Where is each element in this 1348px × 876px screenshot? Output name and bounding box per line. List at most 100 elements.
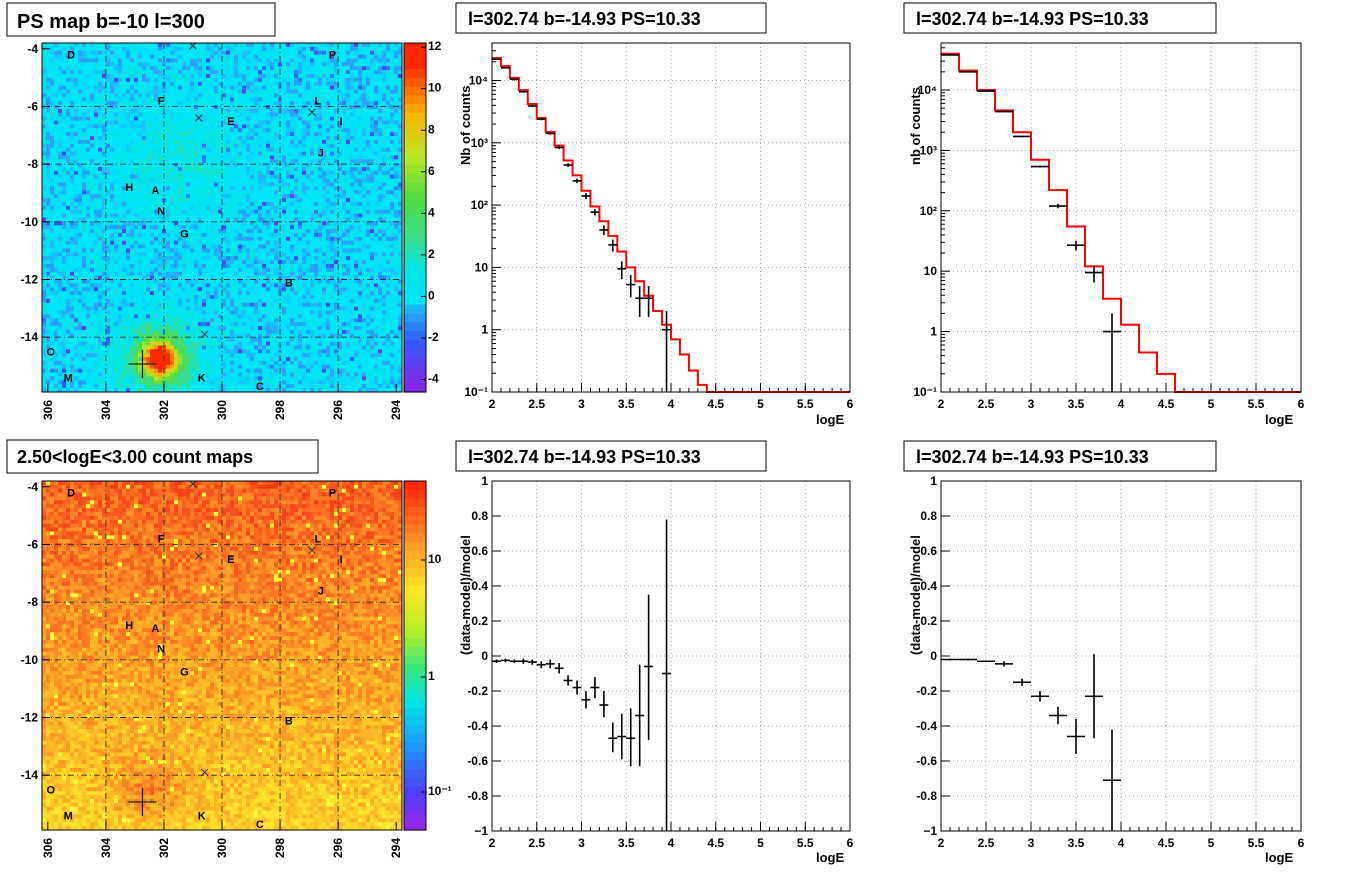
map-pixel [326,54,331,60]
map-pixel [294,50,299,56]
map-pixel [382,167,387,172]
map-pixel [342,244,347,250]
map-pixel [138,217,143,222]
map-pixel [78,62,83,67]
map-pixel [282,97,287,102]
map-pixel [254,236,259,242]
map-pixel [194,124,199,129]
map-pixel [302,240,307,246]
map-pixel [110,43,115,48]
map-pixel [214,178,219,184]
map-pixel [126,163,131,168]
map-pixel [262,155,267,160]
map-pixel [66,108,71,114]
map-pixel [270,54,275,60]
map-pixel [302,66,307,71]
map-pixel [246,85,251,91]
map-pixel [290,167,295,172]
map-pixel [138,205,143,211]
map-pixel [126,213,131,219]
map-pixel [314,58,319,63]
map-pixel [374,217,379,222]
map-pixel [138,81,143,87]
map-pixel [158,74,163,79]
map-pixel [238,139,243,145]
map-pixel [354,81,359,87]
map-pixel [166,124,171,129]
map-pixel [278,116,283,122]
map-pixel [114,229,119,234]
map-pixel [190,217,195,222]
map-pixel [290,70,295,75]
map-pixel [282,85,287,91]
map-pixel [254,66,259,71]
map-pixel [142,167,147,172]
map-pixel [90,139,95,145]
map-pixel [234,229,239,234]
map-pixel [314,174,319,180]
map-pixel [58,229,63,234]
map-pixel [98,221,103,226]
map-pixel [82,108,87,114]
map-pixel [82,190,87,195]
map-pixel [154,252,159,257]
map-pixel [362,81,367,87]
map-pixel [90,190,95,195]
map-pixel [282,58,287,63]
map-pixel [98,74,103,79]
map-pixel [170,186,175,191]
map-pixel [318,58,323,63]
map-pixel [326,205,331,211]
map-pixel [82,81,87,87]
map-pixel [306,105,311,110]
map-pixel [294,205,299,211]
map-pixel [242,50,247,56]
map-pixel [98,217,103,222]
map-pixel [394,116,399,122]
map-pixel [386,155,391,160]
map-pixel [206,252,211,257]
map-pixel [362,225,367,230]
map-pixel [278,182,283,188]
map-pixel [330,155,335,160]
map-pixel [330,205,335,211]
map-pixel [178,43,183,48]
map-pixel [146,198,151,203]
map-pixel [382,248,387,253]
map-pixel [190,62,195,67]
map-pixel [242,147,247,153]
map-pixel [174,217,179,222]
map-pixel [314,194,319,199]
map-pixel [378,128,383,133]
map-pixel [366,244,371,250]
map-pixel [210,229,215,234]
map-pixel [178,252,183,257]
map-pixel [74,182,79,188]
map-pixel [378,97,383,102]
map-pixel [58,236,63,242]
map-pixel [146,66,151,71]
map-pixel [210,128,215,133]
map-pixel [150,252,155,257]
map-pixel [266,136,271,141]
map-pixel [134,252,139,257]
map-pixel [258,244,263,250]
map-pixel [386,66,391,71]
map-pixel [74,163,79,168]
map-pixel [358,70,363,75]
map-pixel [266,252,271,257]
map-pixel [218,233,223,238]
map-pixel [218,43,223,48]
map-pixel [390,155,395,160]
map-pixel [86,147,91,153]
map-pixel [362,85,367,91]
map-pixel [314,209,319,215]
map-pixel [306,54,311,60]
map-pixel [150,174,155,180]
map-pixel [174,89,179,95]
map-pixel [302,124,307,129]
map-pixel [238,201,243,207]
map-pixel [254,233,259,238]
map-pixel [46,89,51,95]
map-pixel [46,139,51,145]
